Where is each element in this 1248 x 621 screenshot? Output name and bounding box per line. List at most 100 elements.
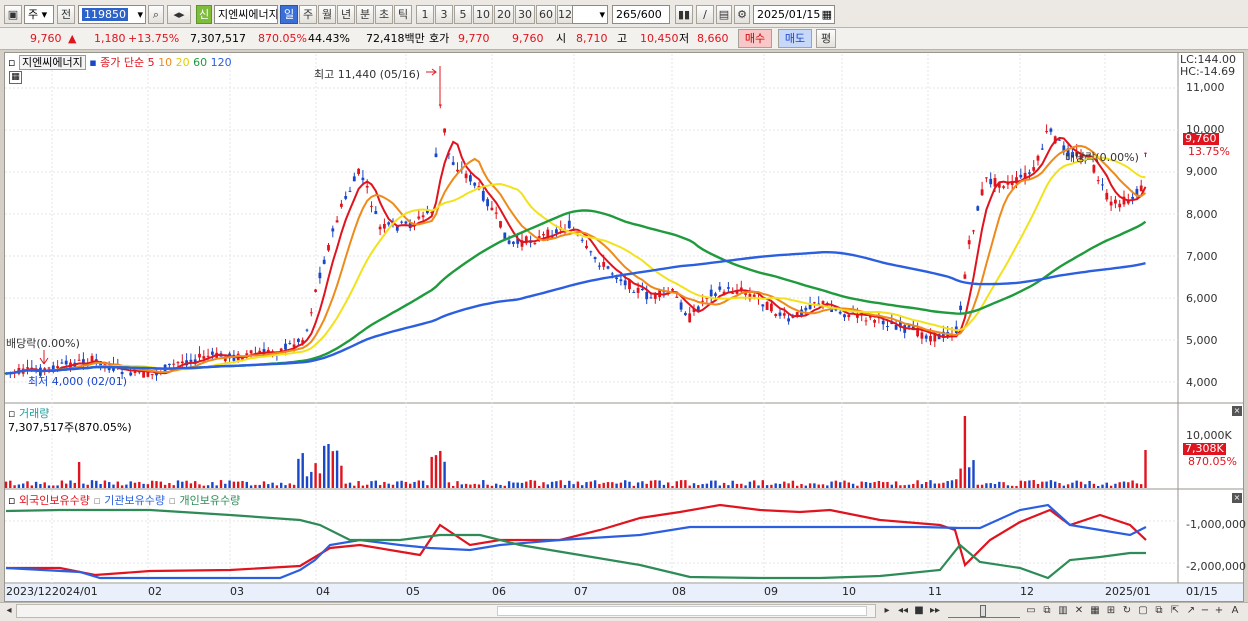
x-axis-band (5, 584, 1243, 601)
code-input[interactable]: 119850 ▾ (78, 5, 146, 24)
volume-bar (636, 482, 640, 488)
candle-body (615, 277, 618, 280)
period-button-month[interactable]: 월 (318, 5, 336, 24)
volume-bar (512, 482, 515, 488)
period-button-minute[interactable]: 분 (356, 5, 374, 24)
x-axis-label: 05 (406, 585, 420, 598)
cross-icon[interactable]: ✕ (1074, 605, 1084, 616)
volume-bar (701, 484, 704, 488)
volume-bar (649, 480, 653, 488)
candle-body (357, 168, 360, 174)
period-button-day[interactable]: 일 (280, 5, 298, 24)
chart-area[interactable] (4, 52, 1244, 602)
volume-bar (56, 485, 59, 488)
arrow-down-icon (39, 350, 49, 365)
scroll-thumb[interactable] (497, 606, 867, 616)
volume-bar (542, 482, 545, 488)
volume-bar (955, 479, 958, 488)
period-button-tick[interactable]: 틱 (394, 5, 412, 24)
count-input[interactable]: 265/600 (612, 5, 670, 24)
stop-icon[interactable]: ■ (914, 605, 924, 616)
arrow-icon[interactable]: ↗ (1186, 605, 1196, 616)
buy-button[interactable]: 매수 (738, 29, 772, 48)
fast-forward-icon[interactable]: ▸▸ (929, 605, 941, 616)
interval-button-3[interactable]: 3 (435, 5, 453, 24)
candle-body (1040, 148, 1044, 150)
scroll-right-icon[interactable]: ▸ (884, 605, 890, 616)
candle-body (653, 293, 657, 299)
menu-icon[interactable]: ▫ (8, 56, 16, 69)
candle-body (546, 229, 550, 240)
period-button-second[interactable]: 초 (375, 5, 393, 24)
zoom-in-icon[interactable]: + (1214, 605, 1224, 616)
auto-scale-icon[interactable]: A (1231, 605, 1239, 616)
horizontal-scrollbar[interactable] (16, 604, 876, 618)
chevron-down-icon: ▾ (137, 8, 143, 21)
volume-bar (383, 481, 386, 488)
volume-bar (882, 482, 885, 488)
draw-tool-icon[interactable]: ∕ (696, 5, 714, 24)
period-button-year[interactable]: 년 (337, 5, 355, 24)
open-label: 시 (556, 32, 567, 45)
volume-bar (116, 481, 119, 488)
candle-body (916, 327, 919, 337)
interval-button-1[interactable]: 1 (416, 5, 434, 24)
volume-bar (1058, 483, 1061, 488)
interval-button-10[interactable]: 10 (473, 5, 493, 24)
split-icon[interactable]: ▥ (1058, 605, 1068, 616)
candle-body (258, 350, 262, 353)
prev-button[interactable]: 전 (57, 5, 75, 24)
sell-button[interactable]: 매도 (778, 29, 812, 48)
grid-icon[interactable]: ▦ (1090, 605, 1100, 616)
volume-bar (757, 485, 760, 488)
copy-icon[interactable]: ⧉ (1043, 605, 1051, 616)
period-type-select[interactable]: 주 ▾ (24, 5, 54, 24)
tile-icon[interactable]: ⊞ (1106, 605, 1116, 616)
calculator-icon[interactable]: ▦ (9, 71, 22, 84)
window-icon[interactable]: ▢ (1138, 605, 1148, 616)
volume-bar (1131, 480, 1134, 488)
candle-body (180, 361, 184, 364)
volume-bar (980, 484, 984, 488)
x-axis-label: 04 (316, 585, 330, 598)
volume-bar (185, 480, 188, 488)
gear-icon[interactable]: ⚙ (734, 5, 750, 24)
speaker-icon[interactable]: ◂▸ (167, 5, 191, 24)
chart-type-icon[interactable]: ▮▮ (675, 5, 693, 24)
layout-icon[interactable]: ▭ (1026, 605, 1036, 616)
volume-bar (821, 484, 825, 488)
close-icon[interactable]: × (1232, 406, 1242, 416)
interval-button-60[interactable]: 60 (536, 5, 556, 24)
period-type-value: 주 (28, 8, 39, 21)
save-icon[interactable]: ▤ (716, 5, 732, 24)
zoom-slider-handle[interactable] (980, 605, 986, 617)
zoom-slider[interactable] (948, 604, 1020, 618)
link-icon[interactable]: ⧉ (1155, 605, 1163, 616)
volume-bar (632, 485, 635, 488)
interval-button-5[interactable]: 5 (454, 5, 472, 24)
refresh-icon[interactable]: ↻ (1122, 605, 1132, 616)
volume-bar (985, 483, 988, 488)
scroll-left-icon[interactable]: ◂ (6, 605, 12, 616)
candle-body (395, 226, 399, 231)
volume-bar (292, 484, 296, 488)
volume-bar (262, 481, 266, 488)
rewind-icon[interactable]: ◂◂ (897, 605, 909, 616)
interval-button-20[interactable]: 20 (494, 5, 514, 24)
date-input[interactable]: 2025/01/15 ▦ (753, 5, 835, 24)
period-button-week[interactable]: 주 (299, 5, 317, 24)
export-icon[interactable]: ⇱ (1170, 605, 1180, 616)
volume-bar (490, 485, 494, 488)
dividend-label-right: 배당락(0.00%) (1065, 151, 1139, 164)
zoom-out-icon[interactable]: − (1200, 605, 1210, 616)
eval-button[interactable]: 평 (816, 29, 836, 48)
menu-icon[interactable]: ▫ (8, 407, 16, 420)
interval-button-30[interactable]: 30 (515, 5, 535, 24)
search-icon[interactable]: ⌕ (148, 5, 164, 24)
menu-icon[interactable]: ▫ (8, 494, 16, 507)
volume-bar (189, 483, 193, 488)
window-menu-icon[interactable]: ▣ (4, 5, 22, 24)
close-icon[interactable]: × (1232, 493, 1242, 503)
interval-custom-select[interactable]: ▾ (572, 5, 608, 24)
